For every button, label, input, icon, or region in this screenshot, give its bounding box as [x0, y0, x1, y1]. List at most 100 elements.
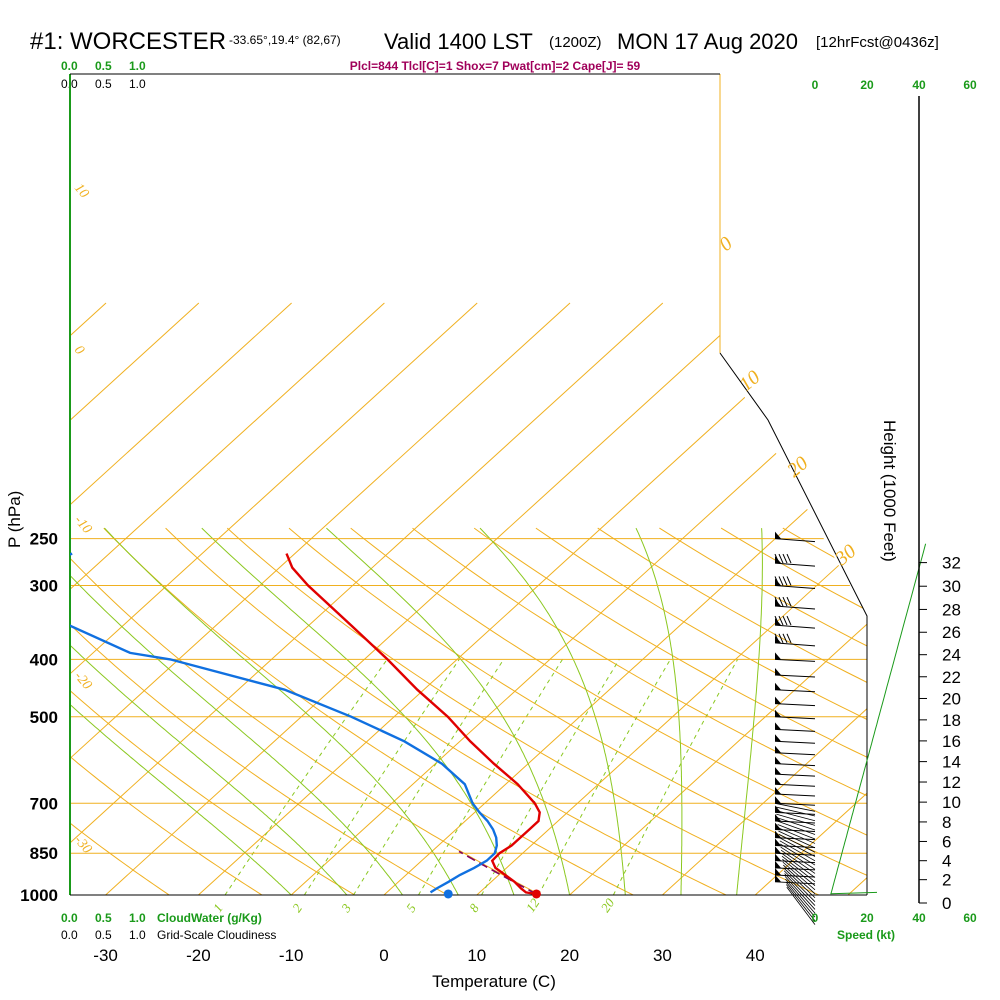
valid-time: Valid 1400 LST	[384, 29, 533, 54]
wind-barb-shaft	[774, 867, 816, 871]
wind-barb-flag	[775, 867, 781, 875]
moist-adiabats	[70, 527, 763, 895]
isobars	[70, 538, 867, 895]
dry-adiabat-line	[70, 557, 541, 895]
wind-barb-flag	[775, 814, 781, 822]
isotherms	[70, 302, 867, 895]
wind-barb-feather	[782, 596, 788, 607]
low-level-wind-line	[786, 884, 816, 922]
pressure-tick-label: 500	[30, 708, 58, 727]
wind-barb-flag	[775, 838, 781, 846]
speed-bottom-tick-0: 0	[812, 911, 819, 925]
low-level-wind-line	[785, 878, 816, 914]
cloudiness-top-tick-1: 0.5	[95, 77, 112, 91]
wind-barb-shaft	[774, 820, 816, 824]
dry-adiabat-line	[597, 527, 867, 683]
wind-barb-flag	[775, 853, 781, 861]
cloudwater-label: CloudWater (g/Kg)	[157, 911, 262, 925]
wind-barb-feather	[774, 596, 780, 607]
wind-barb-shaft	[774, 658, 816, 662]
wind-barb-shaft	[774, 811, 816, 815]
wind-barb-shaft	[774, 793, 816, 797]
isotherm-line	[105, 302, 756, 895]
speed-top-tick-0: 0	[812, 78, 819, 92]
low-level-wind-line	[779, 837, 816, 857]
wind-barb-flag	[775, 846, 781, 854]
speed-bottom-tick-60: 60	[963, 911, 977, 925]
wind-speed-tangle	[774, 802, 816, 925]
low-level-wind-line	[778, 830, 816, 849]
wind-barb-shaft	[774, 584, 816, 589]
pressure-tick-label: 400	[30, 650, 58, 669]
low-level-wind-line	[782, 861, 816, 891]
moist-adiabat-line	[635, 527, 683, 895]
wind-barb-flag	[775, 668, 781, 676]
isotherm-line	[662, 707, 867, 895]
height-tick-label: 12	[942, 773, 961, 792]
wind-barb-feather	[786, 615, 792, 626]
low-level-wind-line	[775, 810, 816, 822]
temperature-tick-label: -10	[279, 946, 304, 965]
dry-adiabat-line	[659, 527, 867, 647]
wind-barb-shaft	[774, 802, 816, 806]
height-tick-label: 10	[942, 793, 961, 812]
wind-barb-shaft	[774, 763, 816, 767]
cloudwater-bottom-tick-1: 0.5	[95, 911, 112, 925]
speed-top-tick-40: 40	[912, 78, 926, 92]
frame-skew-edge	[719, 352, 868, 895]
mixing-ratio-label: 8	[466, 900, 482, 914]
cloudwater-bottom-tick-0: 0.0	[61, 911, 78, 925]
height-tick-label: 26	[942, 623, 961, 642]
pressure-axis-label: P (hPa)	[5, 491, 24, 548]
speed-bottom-tick-20: 20	[860, 911, 874, 925]
height-tick-label: 30	[942, 577, 961, 596]
wind-barb-feather	[774, 633, 780, 644]
low-level-wind-line	[780, 843, 816, 866]
isotherm-line	[70, 302, 200, 421]
wind-barb-flag	[775, 822, 781, 830]
low-level-wind-line	[775, 806, 816, 817]
cloud-scale-bottom: 0.0 0.5 1.0 CloudWater (g/Kg) 0.0 0.5 1.…	[61, 911, 276, 942]
dry-adiabat-line	[412, 527, 867, 797]
wind-barb-flag	[775, 786, 781, 794]
temperature-tick-label: -30	[93, 946, 118, 965]
height-axis-label: Height (1000 Feet)	[880, 420, 899, 562]
mixing-ratio-label: 20	[598, 895, 618, 915]
low-level-wind-line	[779, 840, 816, 862]
cloudwater-top-tick-0: 0.0	[61, 59, 78, 73]
speed-top-tick-20: 20	[860, 78, 874, 92]
wind-barb-feather	[786, 576, 792, 586]
wind-barb-feather	[778, 633, 784, 644]
wind-barb-feather	[782, 576, 788, 586]
wind-barb-flag	[775, 756, 781, 764]
cloudwater-top-tick-1: 0.5	[95, 59, 112, 73]
low-level-wind-line	[777, 820, 816, 835]
height-tick-label: 18	[942, 711, 961, 730]
wind-barb-shaft	[774, 828, 816, 832]
height-tick-label: 16	[942, 732, 961, 751]
dry-adiabat-line	[226, 527, 820, 895]
wind-barb-feather	[786, 633, 792, 644]
low-level-wind-line	[783, 870, 816, 902]
speed-bottom-tick-40: 40	[912, 911, 926, 925]
wind-barb-flag	[775, 767, 781, 775]
moist-adiabat-line	[326, 527, 571, 895]
wind-barb-shaft	[774, 674, 816, 678]
speed-top-tick-60: 60	[963, 78, 977, 92]
moist-adiabat-line	[70, 703, 292, 895]
wind-barb-shaft	[774, 881, 816, 885]
speed-scale-bottom: 0 20 40 60 Speed (kt)	[812, 911, 977, 942]
isotherm-line	[847, 877, 867, 895]
height-tick-label: 24	[942, 646, 961, 665]
wind-barb-feather	[786, 596, 792, 607]
wind-barb-feather	[778, 553, 784, 564]
low-level-wind-line	[776, 817, 816, 831]
isotherm-line	[70, 302, 664, 844]
low-level-wind-line	[778, 834, 816, 853]
mixing-ratio-line	[418, 659, 563, 895]
dry-adiabat-line	[535, 527, 867, 721]
wind-barb-flag	[775, 652, 781, 660]
wind-barb-shaft	[774, 538, 816, 543]
wind-barbs	[774, 531, 816, 885]
